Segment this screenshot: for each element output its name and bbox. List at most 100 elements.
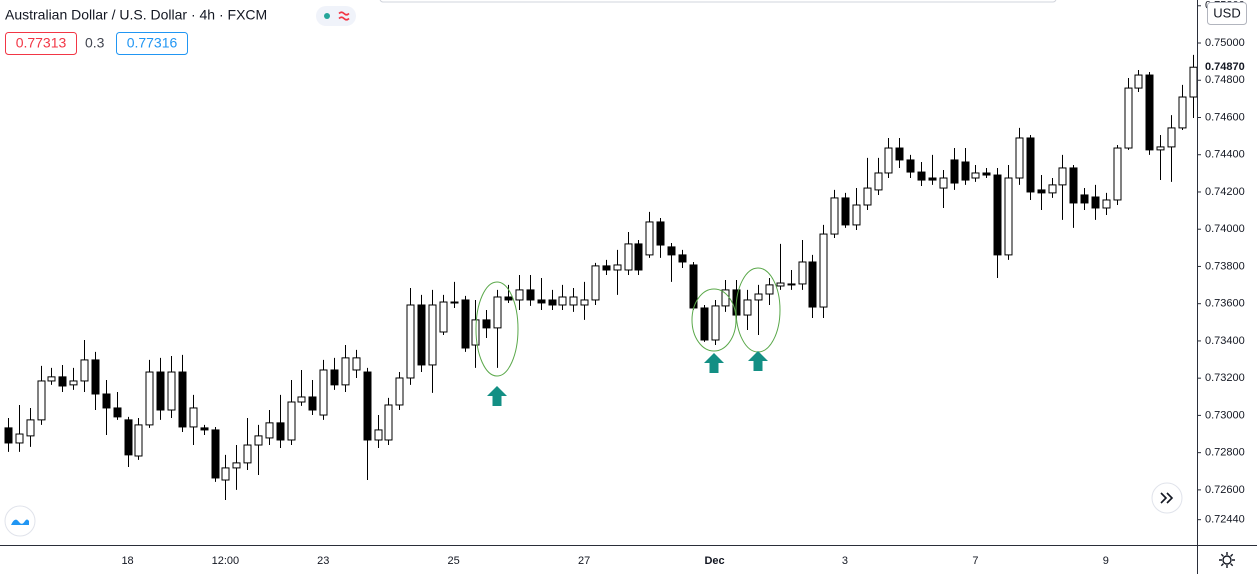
candle-body-down [1145, 74, 1154, 151]
y-tick-label: 0.73600 [1205, 298, 1245, 310]
candle-body-up [319, 369, 328, 416]
y-tick-label: 0.73400 [1205, 335, 1245, 347]
y-tick-label: 0.73800 [1205, 260, 1245, 272]
candle-body-up [1134, 74, 1143, 89]
candle-body-down [667, 246, 676, 256]
arrow-up [487, 386, 507, 406]
candle-body-up [863, 187, 872, 206]
candle-body-up [515, 289, 524, 301]
candle-body-up [852, 204, 861, 226]
y-tick-label: 0.74800 [1205, 74, 1245, 86]
candle-body-up [1058, 167, 1067, 186]
candle-body-down [330, 369, 339, 386]
candle-body-down [124, 419, 133, 456]
candle-body-down [1026, 137, 1035, 193]
candle-body-up [15, 433, 24, 444]
candle-body-up [1102, 199, 1111, 209]
y-tick-label: 0.74400 [1205, 149, 1245, 161]
candle-body-down [482, 319, 491, 329]
candle-body-up [134, 424, 143, 457]
candle-body-down [417, 304, 426, 366]
candle-body-up [493, 296, 502, 329]
candle-body-down [906, 159, 915, 173]
candle-body-down [1091, 196, 1100, 209]
candle-body-up [471, 319, 480, 346]
spread: 0.3 [85, 35, 105, 51]
double-chevron-icon [1160, 492, 1174, 504]
candle-body-down [91, 359, 100, 395]
candle-body-up [613, 264, 622, 271]
candle-body-up [243, 444, 252, 464]
candle-body-up [352, 357, 361, 371]
last-price-label: 0.74870 [1205, 61, 1245, 73]
candle-body-up [971, 172, 980, 179]
y-tick-label: 0.74000 [1205, 223, 1245, 235]
candle-body-up [1156, 146, 1165, 151]
candle-body-down [841, 197, 850, 226]
gear-teeth [1219, 552, 1235, 568]
candle-body-down [102, 393, 111, 409]
candle-body-up [341, 357, 350, 386]
candle-body-down [450, 301, 459, 304]
candle-body-up [395, 377, 404, 406]
candle-body-up [439, 301, 448, 333]
y-tick-label: 0.72440 [1205, 514, 1245, 526]
currency-button[interactable] [1207, 2, 1247, 25]
currency-label: USD [1213, 5, 1240, 20]
logo-button[interactable] [4, 505, 36, 537]
settings-button[interactable] [1219, 552, 1235, 568]
candle-body-up [428, 304, 437, 366]
candle-body-down [58, 376, 67, 387]
candle-body-down [211, 429, 220, 479]
candle-body-up [221, 467, 230, 481]
delayed-data-icon [338, 11, 350, 21]
ask-price: 0.77316 [127, 35, 178, 51]
sell-button[interactable] [5, 32, 77, 55]
x-tick-label: Dec [704, 555, 724, 567]
bid-price: 0.77313 [16, 35, 67, 51]
candle-body-down [602, 265, 611, 271]
candle-body-up [1178, 96, 1187, 129]
candle-body-up [580, 299, 589, 306]
candle-body-down [308, 396, 317, 411]
candle-body-down [982, 172, 991, 176]
candle-body-up [167, 371, 176, 411]
candle-body-down [461, 299, 470, 349]
x-tick-label: 18 [121, 555, 133, 567]
candle-body-up [384, 404, 393, 441]
candle-body-up [1189, 66, 1197, 98]
candle-body-up [819, 233, 828, 308]
x-tick-label: 7 [972, 555, 978, 567]
candle-body-down [634, 243, 643, 271]
last-price-box [1199, 59, 1257, 76]
candle-body-down [1069, 167, 1078, 204]
x-tick-label: 27 [578, 555, 590, 567]
candle-body-down [276, 422, 285, 441]
x-tick-label: 23 [317, 555, 329, 567]
candle-body-up [874, 172, 883, 191]
candle-body-down [548, 299, 557, 306]
y-tick-label: 0.75000 [1205, 37, 1245, 49]
candle-body-up [776, 282, 785, 287]
candle-body-down [504, 296, 513, 301]
buy-button[interactable] [116, 32, 188, 55]
candle-body-up [287, 401, 296, 441]
candle-body-down [961, 161, 970, 181]
candle-body-up [711, 305, 720, 341]
candle-body-down [1080, 194, 1089, 204]
candle-body-up [26, 419, 35, 437]
candle-body-up [1015, 137, 1024, 179]
candle-body-down [993, 174, 1002, 256]
x-tick-label: 3 [842, 555, 848, 567]
candle-body-down [895, 147, 904, 161]
candle-body-up [830, 197, 839, 235]
candle-body-up [721, 289, 730, 307]
y-tick-label: 0.73200 [1205, 372, 1245, 384]
status-badge[interactable] [316, 6, 356, 26]
candle-body-down [950, 159, 959, 184]
arrow-up [704, 353, 724, 373]
candle-body-up [624, 243, 633, 271]
